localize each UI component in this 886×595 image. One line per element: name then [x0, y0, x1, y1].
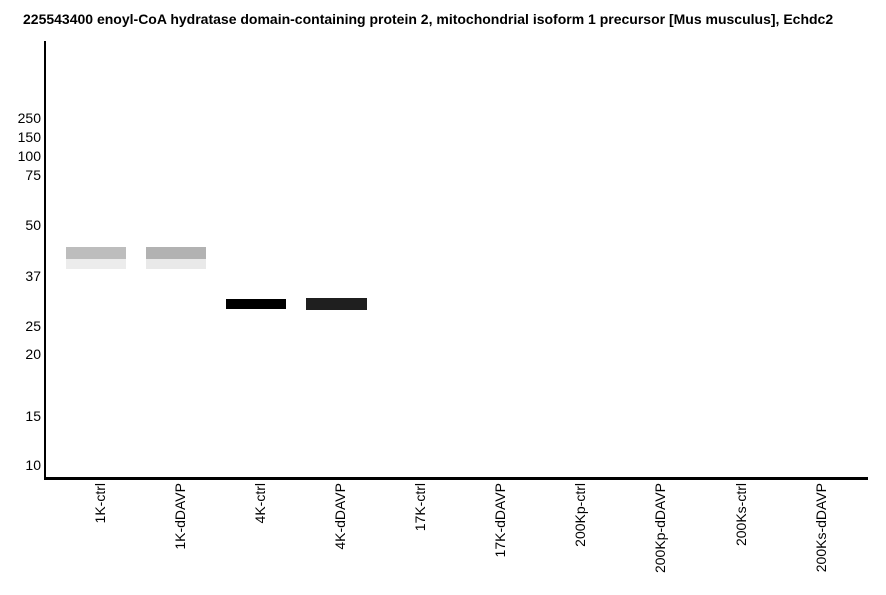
- blot-band: [146, 247, 206, 259]
- x-axis-lane-label: 200Kp-dDAVP: [652, 483, 668, 574]
- y-axis-tick-label: 75: [25, 167, 41, 183]
- blot-band: [146, 259, 206, 269]
- y-axis-tick-label: 10: [25, 457, 41, 473]
- blot-band: [306, 298, 367, 310]
- x-axis-lane-label: 17K-dDAVP: [492, 483, 508, 558]
- x-axis-lane-label: 1K-dDAVP: [172, 483, 188, 550]
- blot-band: [226, 299, 286, 309]
- y-axis-tick-label: 100: [17, 148, 41, 164]
- x-axis-lane-label: 200Ks-dDAVP: [813, 483, 829, 573]
- blot-band: [66, 259, 126, 269]
- y-axis-tick-label: 250: [17, 110, 41, 126]
- x-axis-lane-label: 4K-dDAVP: [332, 483, 348, 550]
- y-axis-tick-label: 20: [25, 346, 41, 362]
- x-axis-line: [44, 477, 868, 480]
- x-axis-lane-label: 4K-ctrl: [252, 483, 268, 524]
- chart-title: 225543400 enoyl-CoA hydratase domain-con…: [23, 11, 834, 27]
- x-axis-lane-label: 1K-ctrl: [92, 483, 108, 524]
- y-axis-tick-label: 25: [25, 318, 41, 334]
- y-axis-tick-label: 50: [25, 217, 41, 233]
- blot-band: [66, 247, 126, 259]
- y-axis-tick-label: 150: [17, 129, 41, 145]
- y-axis-line: [44, 41, 46, 479]
- x-axis-lane-label: 17K-ctrl: [412, 483, 428, 532]
- x-axis-lane-label: 200Ks-ctrl: [733, 483, 749, 547]
- x-axis-lane-label: 200Kp-ctrl: [572, 483, 588, 547]
- y-axis-tick-label: 15: [25, 408, 41, 424]
- y-axis-tick-label: 37: [25, 268, 41, 284]
